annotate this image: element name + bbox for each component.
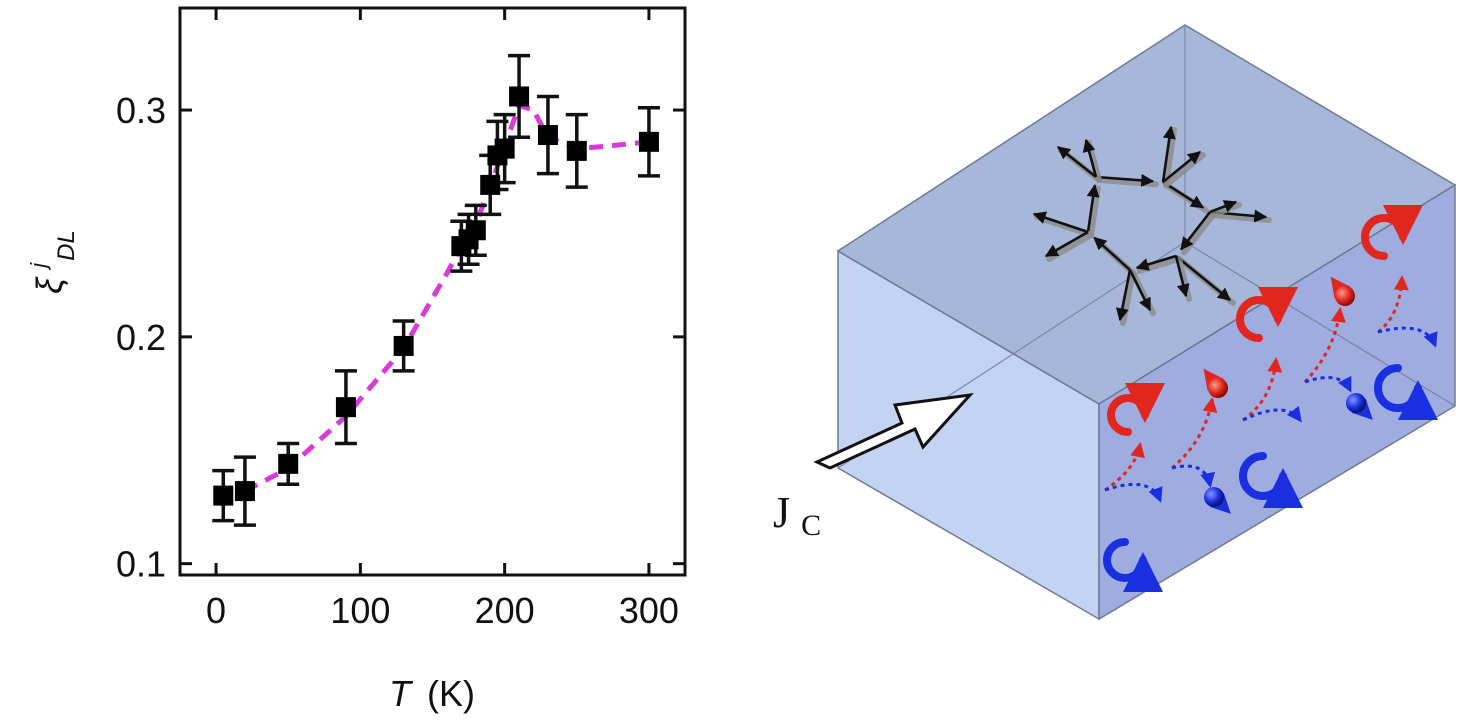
spin-down-vortex bbox=[1103, 538, 1163, 593]
data-point bbox=[537, 125, 558, 146]
current-arrow bbox=[813, 392, 974, 470]
x-axis-symbol: T bbox=[389, 673, 414, 714]
data-point bbox=[465, 220, 486, 241]
data-point bbox=[213, 485, 234, 506]
data-point bbox=[638, 131, 659, 152]
y-axis-superscript: j bbox=[26, 262, 51, 271]
trend-line bbox=[243, 103, 650, 494]
current-label: J C bbox=[773, 488, 821, 542]
spin-arrow bbox=[1174, 255, 1190, 298]
spin-arrow bbox=[1044, 230, 1089, 258]
spin-arrow bbox=[1093, 236, 1131, 271]
spin-arrow bbox=[1161, 125, 1176, 183]
spin-up-vortex bbox=[1236, 286, 1298, 342]
data-point bbox=[393, 335, 414, 356]
spin-arrow bbox=[1128, 269, 1152, 312]
strength-vs-temperature-chart: 0 100 200 300 0.1 0.2 0.3 T (K) ξ j DL bbox=[13, 6, 687, 714]
spin-arrow bbox=[1180, 211, 1212, 251]
spin-texture bbox=[1032, 125, 1272, 326]
spin-down-path bbox=[1171, 464, 1215, 488]
spin-up-vortex bbox=[1361, 204, 1423, 260]
data-point bbox=[566, 140, 587, 161]
x-tick-label: 300 bbox=[619, 590, 679, 631]
plot-frame bbox=[178, 6, 687, 577]
spin-up-electron bbox=[1335, 286, 1355, 306]
device-diagram: J C bbox=[773, 24, 1457, 621]
spin-down-electron bbox=[1346, 393, 1366, 413]
trend-line-layer bbox=[243, 103, 650, 494]
spin-arrow bbox=[1086, 183, 1100, 233]
spin-down-path bbox=[1242, 405, 1302, 423]
axis-ticks bbox=[180, 8, 685, 575]
x-axis-unit: (K) bbox=[427, 673, 475, 714]
data-point bbox=[278, 453, 299, 474]
data-point bbox=[335, 397, 356, 418]
spin-up-vortex bbox=[1107, 382, 1165, 436]
data-point bbox=[494, 138, 515, 159]
spin-down-vortex bbox=[1239, 452, 1303, 509]
data-point bbox=[234, 481, 255, 502]
y-axis-subscript: DL bbox=[53, 230, 80, 261]
spin-up-path bbox=[1303, 307, 1346, 384]
spin-current-layer bbox=[1103, 204, 1438, 593]
spin-arrow bbox=[1095, 173, 1155, 187]
y-axis-title: ξ j DL bbox=[13, 230, 80, 294]
spin-down-path bbox=[1377, 326, 1438, 348]
spin-down-vortex bbox=[1374, 364, 1438, 421]
data-point bbox=[480, 174, 501, 195]
data-point bbox=[509, 86, 530, 107]
tick-label-layer: 0 100 200 300 0.1 0.2 0.3 bbox=[116, 90, 679, 631]
x-axis-title: T (K) bbox=[389, 673, 475, 714]
spin-arrow bbox=[1162, 180, 1205, 209]
y-tick-label: 0.3 bbox=[116, 90, 166, 131]
spin-up-path bbox=[1242, 357, 1283, 422]
data-point-layer bbox=[213, 86, 659, 506]
spin-arrow bbox=[1135, 254, 1177, 271]
spin-up-electron bbox=[1208, 378, 1228, 398]
box-hidden-edge bbox=[1184, 241, 1456, 407]
x-tick-label: 200 bbox=[475, 590, 535, 631]
current-label-subscript: C bbox=[801, 509, 821, 542]
spin-arrow bbox=[1082, 138, 1098, 178]
spin-down-path bbox=[1104, 482, 1163, 503]
spin-down-electron bbox=[1204, 487, 1224, 507]
spin-up-path bbox=[1171, 397, 1218, 470]
spin-arrow bbox=[1115, 269, 1132, 322]
spin-arrow bbox=[1162, 150, 1202, 184]
x-tick-label: 100 bbox=[330, 590, 390, 631]
svg-text:ξ j DL: ξ j DL bbox=[13, 230, 80, 294]
y-axis-symbol: ξ bbox=[29, 276, 70, 294]
y-tick-label: 0.1 bbox=[116, 544, 166, 585]
spin-arrow bbox=[1175, 254, 1232, 302]
current-label-main: J bbox=[773, 488, 790, 537]
spin-arrow bbox=[1056, 145, 1097, 179]
x-tick-label: 0 bbox=[206, 590, 226, 631]
spin-arrow bbox=[1032, 211, 1089, 234]
y-tick-label: 0.2 bbox=[116, 317, 166, 358]
spin-arrow bbox=[1209, 200, 1238, 214]
